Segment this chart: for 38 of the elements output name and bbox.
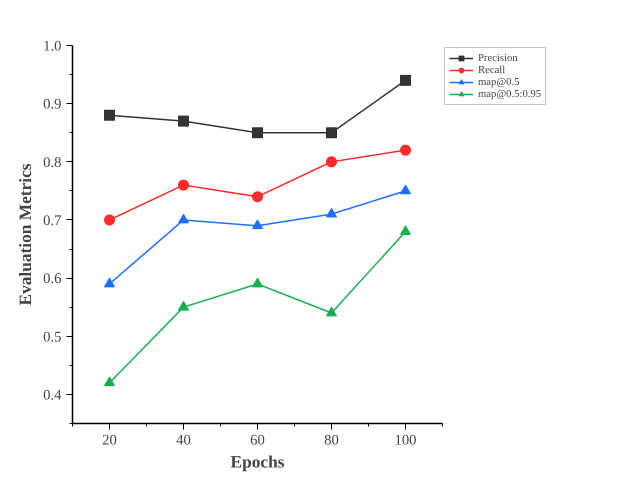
- y-axis-title: Evaluation Metrics: [16, 163, 36, 306]
- point: [326, 306, 337, 316]
- point: [252, 127, 263, 138]
- point: [104, 376, 115, 386]
- point: [326, 156, 337, 168]
- legend-label: map@0.5:0.95: [478, 88, 542, 100]
- point: [400, 74, 411, 86]
- x-tick-label: 100: [394, 432, 416, 448]
- point: [252, 220, 263, 230]
- y-tick-label: 0.5: [43, 329, 62, 346]
- x-tick-label: 80: [324, 432, 339, 448]
- point: [326, 127, 337, 138]
- x-axis-title: Epochs: [230, 452, 285, 472]
- point: [252, 278, 263, 288]
- point: [252, 191, 263, 202]
- y-tick-label: 0.9: [43, 96, 62, 113]
- x-tick-label: 40: [176, 432, 191, 448]
- y-tick-label: 0.6: [43, 271, 62, 288]
- point: [400, 144, 411, 156]
- y-tick-label: 0.4: [43, 387, 62, 404]
- legend-label: Precision: [478, 52, 518, 64]
- point: [400, 225, 411, 235]
- point: [104, 278, 115, 288]
- point: [178, 116, 189, 127]
- point: [178, 214, 189, 224]
- legend-label: map@0.5: [478, 76, 520, 88]
- point: [178, 180, 189, 191]
- point: [400, 184, 411, 194]
- y-tick-label: 0.7: [43, 212, 62, 229]
- y-tick-label: 1.0: [43, 38, 62, 54]
- legend-label: Recall: [478, 64, 506, 76]
- point: [326, 208, 337, 218]
- point: [104, 110, 115, 121]
- y-tick-label: 0.8: [43, 154, 62, 171]
- point: [178, 300, 189, 311]
- x-tick-label: 60: [250, 432, 265, 448]
- x-tick-label: 20: [102, 432, 117, 448]
- point: [104, 214, 115, 226]
